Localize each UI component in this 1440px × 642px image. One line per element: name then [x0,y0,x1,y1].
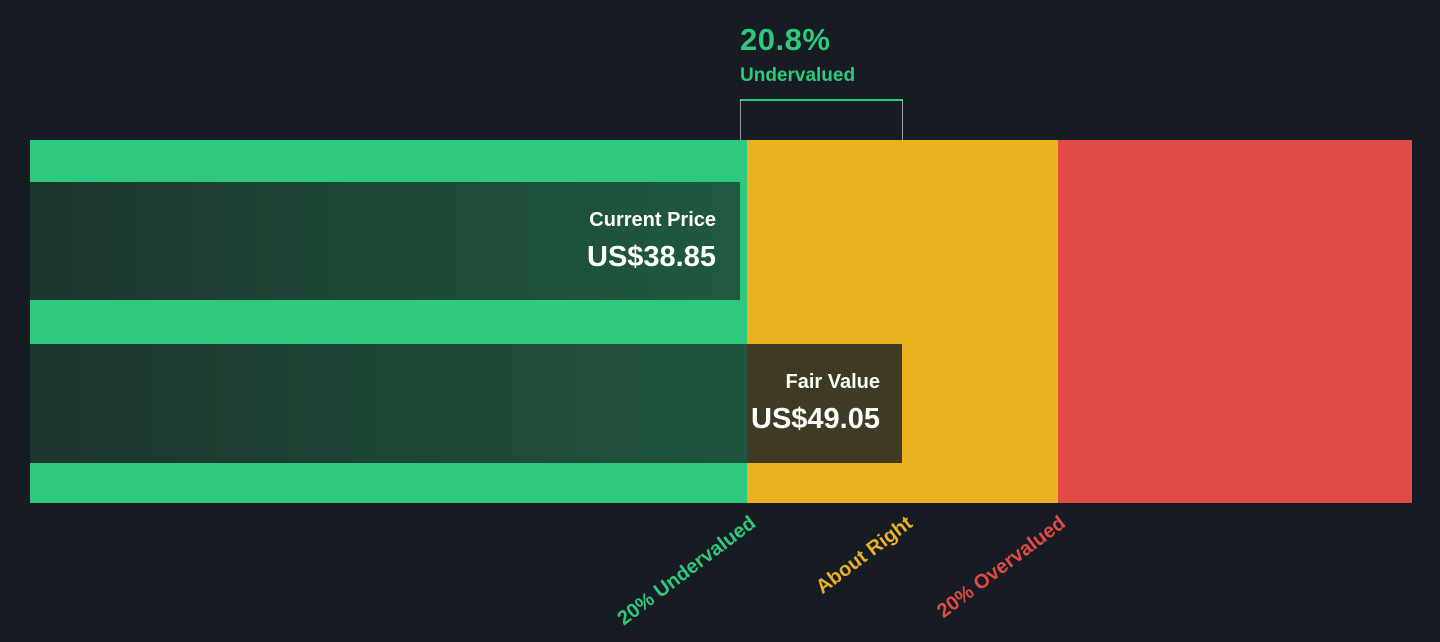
fair-value-label-box: Fair Value US$49.05 [747,344,902,463]
discount-bracket-left [740,100,741,140]
discount-percent: 20.8% [740,22,831,57]
axis-label-overvalued: 20% Overvalued [933,512,1071,623]
fair-value-value: US$49.05 [751,403,880,435]
fair-value-label: Fair Value [785,371,881,393]
fair-value-bar: Fair Value US$49.05 [30,344,902,463]
current-price-bar: Current Price US$38.85 [30,182,740,300]
current-price-label: Current Price [589,208,716,231]
zone-overvalued [1057,140,1412,503]
discount-label: Undervalued [740,65,856,86]
axis-label-about-right: About Right [811,512,917,599]
axis-label-undervalued: 20% Undervalued [613,512,761,630]
discount-bracket-top [740,99,903,101]
current-price-value: US$38.85 [587,240,716,273]
discount-annotation: 20.8% Undervalued [740,22,855,87]
valuation-band: Current Price US$38.85 Fair Value US$49.… [30,140,1412,503]
